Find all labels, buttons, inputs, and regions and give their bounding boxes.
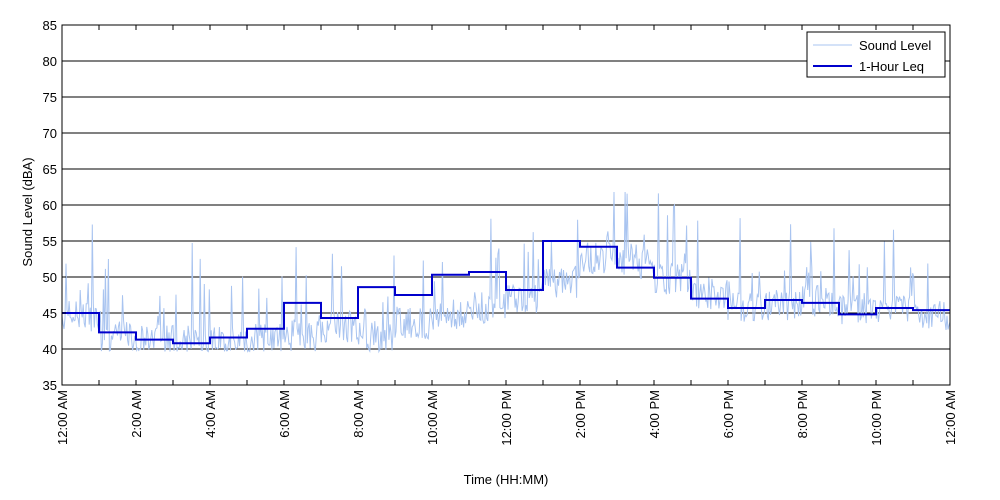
x-tick-label: 6:00 PM [721,390,736,438]
x-tick-label: 2:00 AM [129,390,144,438]
x-tick-label: 10:00 PM [869,390,884,446]
x-tick-label: 8:00 AM [351,390,366,438]
x-tick-label: 2:00 PM [573,390,588,438]
y-tick-label: 70 [43,126,57,141]
x-tick-label: 12:00 AM [943,390,958,445]
x-tick-label: 8:00 PM [795,390,810,438]
x-tick-label: 4:00 PM [647,390,662,438]
x-tick-label: 6:00 AM [277,390,292,438]
y-tick-label: 55 [43,234,57,249]
y-tick-label: 50 [43,270,57,285]
y-tick-label: 65 [43,162,57,177]
x-axis-label: Time (HH:MM) [464,472,549,487]
x-axis-ticks: 12:00 AM 2:00 AM 4:00 AM 6:00 AM 8:00 AM 10:0… [55,25,958,446]
y-axis-ticks: 35 40 45 50 55 60 65 70 75 80 85 [43,18,950,393]
x-tick-label: 12:00 PM [499,390,514,446]
y-tick-label: 45 [43,306,57,321]
x-tick-label: 12:00 AM [55,390,70,445]
leq-step-line [62,240,950,345]
legend-label-sound-level: Sound Level [859,38,931,53]
leq-series [62,240,950,345]
x-tick-label: 10:00 AM [425,390,440,445]
x-tick-label: 4:00 AM [203,390,218,438]
legend-box [806,31,946,78]
y-tick-label: 80 [43,54,57,69]
legend: Sound Level 1-Hour Leq [806,31,946,78]
legend-label-leq: 1-Hour Leq [859,59,924,74]
y-tick-label: 40 [43,342,57,357]
y-tick-label: 35 [43,378,57,393]
y-tick-label: 75 [43,90,57,105]
y-tick-label: 85 [43,18,57,33]
y-tick-label: 60 [43,198,57,213]
y-axis-label: Sound Level (dBA) [20,157,35,266]
